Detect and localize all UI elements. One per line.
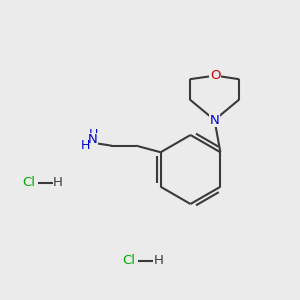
Text: Cl: Cl — [22, 176, 35, 190]
Text: H: H — [89, 128, 98, 141]
Text: N: N — [210, 113, 219, 127]
Text: H: H — [154, 254, 163, 268]
Text: Cl: Cl — [122, 254, 136, 268]
Text: N: N — [88, 133, 98, 146]
Text: H: H — [53, 176, 63, 190]
Text: H: H — [81, 139, 90, 152]
Text: O: O — [210, 69, 220, 82]
